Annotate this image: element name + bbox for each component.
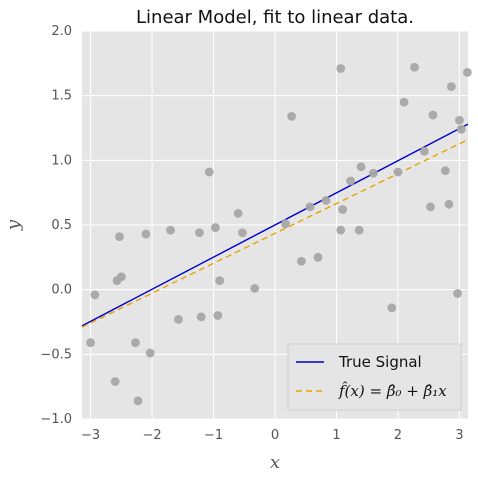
y-tick-label: 1.5 [51, 89, 72, 104]
scatter-point [354, 225, 364, 235]
x-tick-label: 1 [332, 428, 340, 443]
scatter-point [456, 124, 466, 134]
scatter-point [213, 311, 223, 320]
x-tick-label: −1 [204, 428, 223, 443]
x-tick-label: −2 [142, 428, 161, 443]
scatter-point [313, 252, 323, 262]
x-axis-label: x [270, 452, 280, 473]
y-tick-label: 0.0 [51, 283, 72, 298]
y-tick-label: 0.5 [51, 218, 72, 233]
scatter-point [336, 64, 346, 73]
series-layer [81, 123, 469, 328]
scatter-point [238, 228, 247, 238]
scatter-point [440, 166, 450, 176]
scatter-point [410, 62, 419, 72]
scatter-point [356, 162, 366, 172]
fitted-model-line [81, 139, 469, 328]
tick-layer: −3 −2 −1 0 1 2 3 −1.0 −0.5 0.0 0.5 1.0 1.5 2.0 [40, 24, 463, 443]
legend-fit-label: f̂(x) = β̂₀ + β̂₁x [338, 382, 447, 400]
y-tick-label: −0.5 [40, 347, 72, 362]
scatter-point [204, 167, 214, 177]
scatter-point [454, 115, 464, 125]
x-tick-label: 3 [455, 428, 463, 443]
scatter-point [419, 146, 429, 156]
scatter-point [399, 97, 409, 107]
scatter-point [90, 290, 100, 300]
x-tick-label: −3 [81, 428, 100, 443]
scatter-point [166, 225, 175, 235]
scatter-point [321, 196, 331, 205]
scatter-point [131, 338, 140, 348]
scatter-point [387, 303, 397, 313]
y-tick-label: −1.0 [40, 412, 72, 427]
x-tick-label: 0 [271, 428, 279, 443]
true-signal-line [81, 123, 469, 327]
scatter-point [336, 225, 346, 235]
legend-true-signal-label: True Signal [338, 353, 422, 371]
scatter-point [116, 272, 126, 282]
scatter-point [115, 232, 124, 242]
scatter-point [86, 338, 96, 348]
scatter-point [426, 202, 435, 212]
scatter-point [287, 111, 296, 121]
scatter-point [281, 219, 290, 229]
scatter-point [145, 348, 155, 358]
scatter-point [447, 82, 456, 92]
legend: True Signal f̂(x) = β̂₀ + β̂₁x [287, 343, 462, 411]
scatter-point [453, 289, 462, 298]
scatter-point [297, 256, 306, 266]
scatter-point [462, 67, 472, 77]
scatter-point [346, 176, 356, 186]
scatter-point [110, 377, 120, 386]
scatter-point [393, 167, 403, 177]
scatter-point [141, 229, 151, 239]
legend-box [287, 343, 462, 411]
scatter-point [428, 110, 438, 120]
scatter-point [250, 283, 260, 293]
scatter-point [174, 315, 183, 324]
scatter-layer [86, 62, 472, 406]
scatter-point [338, 205, 348, 214]
x-tick-label: 2 [394, 428, 402, 443]
scatter-point [196, 312, 206, 322]
scatter-point [210, 223, 220, 232]
scatter-point [215, 276, 225, 286]
y-tick-label: 1.0 [51, 153, 72, 168]
scatter-point [305, 202, 315, 212]
scatter-point [368, 168, 378, 178]
scatter-point [444, 199, 454, 209]
y-tick-label: 2.0 [51, 24, 72, 39]
scatter-point [233, 208, 243, 218]
scatter-point [133, 396, 143, 406]
scatter-point [194, 228, 204, 238]
y-axis-label: y [3, 219, 24, 231]
chart-title: Linear Model, fit to linear data. [136, 7, 414, 28]
